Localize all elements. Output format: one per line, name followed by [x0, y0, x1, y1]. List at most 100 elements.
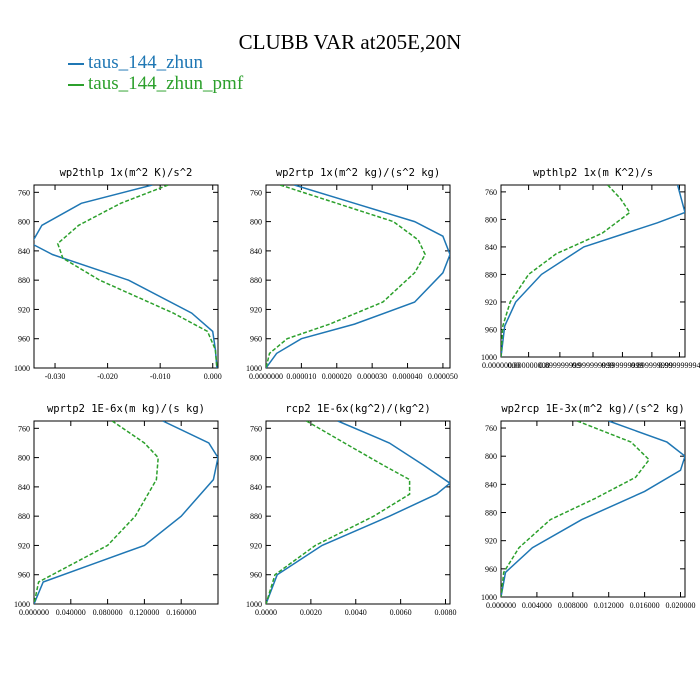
y-tick-label: 880: [18, 512, 30, 521]
x-tick-label: 0.000030: [357, 372, 387, 381]
y-tick-label: 960: [250, 571, 262, 580]
series-line-taus-144-zhun-pmf: [501, 185, 631, 357]
y-tick-label: 960: [18, 335, 30, 344]
y-tick-label: 760: [250, 188, 262, 197]
plot-frame: [500, 420, 686, 598]
y-tick-label: 920: [250, 305, 262, 314]
x-tick-label: 0.160000: [166, 608, 196, 617]
panel-4: wprtp2 1E-6x(m kg)/(s kg) 760 800 840 880 920…: [14, 403, 219, 617]
panel-title: wpthlp2 1x(m K^2)/s: [533, 167, 653, 179]
x-tick-label: 0.0080: [435, 608, 457, 617]
x-tick-label: 0.016000: [630, 601, 660, 610]
series-line-taus-144-zhun: [34, 421, 218, 604]
x-tick-label: -0.010: [150, 372, 171, 381]
y-tick-label: 960: [250, 335, 262, 344]
y-tick-label: 1000: [14, 364, 30, 373]
series-line-taus-144-zhun-pmf: [501, 421, 651, 597]
x-tick-label: 0.0000: [255, 608, 277, 617]
y-tick-label: 840: [250, 247, 262, 256]
series-line-taus-144-zhun-pmf: [56, 185, 218, 368]
y-tick-label: 840: [485, 480, 497, 489]
x-tick-label: 0.999999999: [601, 361, 643, 370]
plot-frame: [265, 420, 451, 605]
plot-frame: [500, 184, 686, 358]
series-line-taus-144-zhun-pmf: [266, 185, 427, 368]
y-tick-label: 880: [250, 512, 262, 521]
y-tick-label: 760: [18, 188, 30, 197]
y-tick-label: 920: [485, 537, 497, 546]
x-tick-label: 0.000010: [286, 372, 316, 381]
y-tick-label: 1000: [481, 353, 497, 362]
panel-title: wp2thlp 1x(m^2 K)/s^2: [60, 167, 193, 179]
y-tick-label: 920: [18, 305, 30, 314]
y-tick-label: 800: [250, 218, 262, 227]
y-tick-label: 760: [485, 188, 497, 197]
x-tick-label: 0.899999999: [539, 361, 581, 370]
plot-frame: [33, 184, 219, 369]
panel-title: wprtp2 1E-6x(m kg)/(s kg): [47, 403, 205, 415]
y-tick-label: 800: [485, 452, 497, 461]
x-tick-label: 0.000: [204, 372, 222, 381]
y-tick-label: 960: [485, 325, 497, 334]
y-tick-label: 840: [18, 483, 30, 492]
series-line-taus-144-zhun-pmf: [34, 421, 159, 604]
y-tick-label: 960: [18, 571, 30, 580]
panel-title: wp2rtp 1x(m^2 kg)/(s^2 kg): [276, 167, 440, 179]
x-tick-label: 0.0060: [390, 608, 412, 617]
y-tick-label: 1000: [246, 364, 262, 373]
y-tick-label: 880: [250, 276, 262, 285]
y-tick-label: 880: [485, 509, 497, 518]
y-tick-label: 1000: [14, 600, 30, 609]
y-tick-label: 760: [18, 424, 30, 433]
series-line-taus-144-zhun-pmf: [266, 421, 411, 604]
panel-6: wp2rcp 1E-3x(m^2 kg)/(s^2 kg) 760 800 840 88…: [481, 403, 696, 610]
y-tick-label: 840: [250, 483, 262, 492]
x-tick-label: 0.000000000: [508, 361, 550, 370]
y-tick-label: 760: [250, 424, 262, 433]
x-tick-label: 0.000040: [393, 372, 423, 381]
y-tick-label: 840: [18, 247, 30, 256]
legend-line-icon: [68, 83, 84, 86]
y-tick-label: 800: [18, 218, 30, 227]
legend-entry-zhun-pmf: taus_144_zhun_pmf: [68, 73, 243, 95]
x-tick-label: 0.080000: [93, 608, 123, 617]
legend-label: taus_144_zhun: [88, 52, 204, 73]
panel-5: rcp2 1E-6x(kg^2)/(kg^2) 760 800 840 880 920 96…: [246, 403, 457, 617]
panel-3: wpthlp2 1x(m K^2)/s 760 800 840 880 920 960 100…: [481, 167, 700, 370]
y-tick-label: 880: [485, 270, 497, 279]
x-tick-label: 0.012000: [594, 601, 624, 610]
x-tick-label: 0.00000000: [482, 361, 520, 370]
page-title: CLUBB VAR at205E,20N: [238, 30, 462, 54]
x-tick-label: 0.008000: [558, 601, 588, 610]
y-tick-label: 800: [485, 215, 497, 224]
series-line-taus-144-zhun: [501, 185, 685, 357]
x-tick-label: 0.000020: [322, 372, 352, 381]
y-tick-label: 840: [485, 243, 497, 252]
x-tick-label: 0.120000: [129, 608, 159, 617]
legend-line-icon: [68, 62, 84, 65]
x-tick-label: -0.020: [97, 372, 118, 381]
x-tick-label: 0.000050: [428, 372, 458, 381]
x-tick-label: 0.899999999: [631, 361, 673, 370]
y-tick-label: 800: [250, 454, 262, 463]
x-tick-label: 0.0020: [300, 608, 322, 617]
y-tick-label: 1000: [481, 593, 497, 602]
y-tick-label: 760: [485, 424, 497, 433]
y-tick-label: 920: [18, 541, 30, 550]
series-line-taus-144-zhun: [34, 185, 218, 368]
panel-1: wp2thlp 1x(m^2 K)/s^2 760 800 840 880 920 960 1…: [14, 167, 222, 381]
x-tick-label: 0.004000: [522, 601, 552, 610]
legend-label: taus_144_zhun_pmf: [88, 73, 244, 94]
x-tick-label: 0.999999994: [658, 361, 700, 370]
x-tick-label: 0.0000000: [249, 372, 283, 381]
panel-2: wp2rtp 1x(m^2 kg)/(s^2 kg) 760 800 840 880 92…: [246, 167, 458, 381]
x-tick-label: 0.000000: [19, 608, 49, 617]
panel-title: rcp2 1E-6x(kg^2)/(kg^2): [285, 403, 430, 415]
y-tick-label: 1000: [246, 600, 262, 609]
series-line-taus-144-zhun: [501, 421, 685, 597]
series-line-taus-144-zhun: [266, 185, 450, 368]
x-tick-label: -0.030: [45, 372, 66, 381]
y-tick-label: 960: [485, 565, 497, 574]
y-tick-label: 920: [485, 298, 497, 307]
